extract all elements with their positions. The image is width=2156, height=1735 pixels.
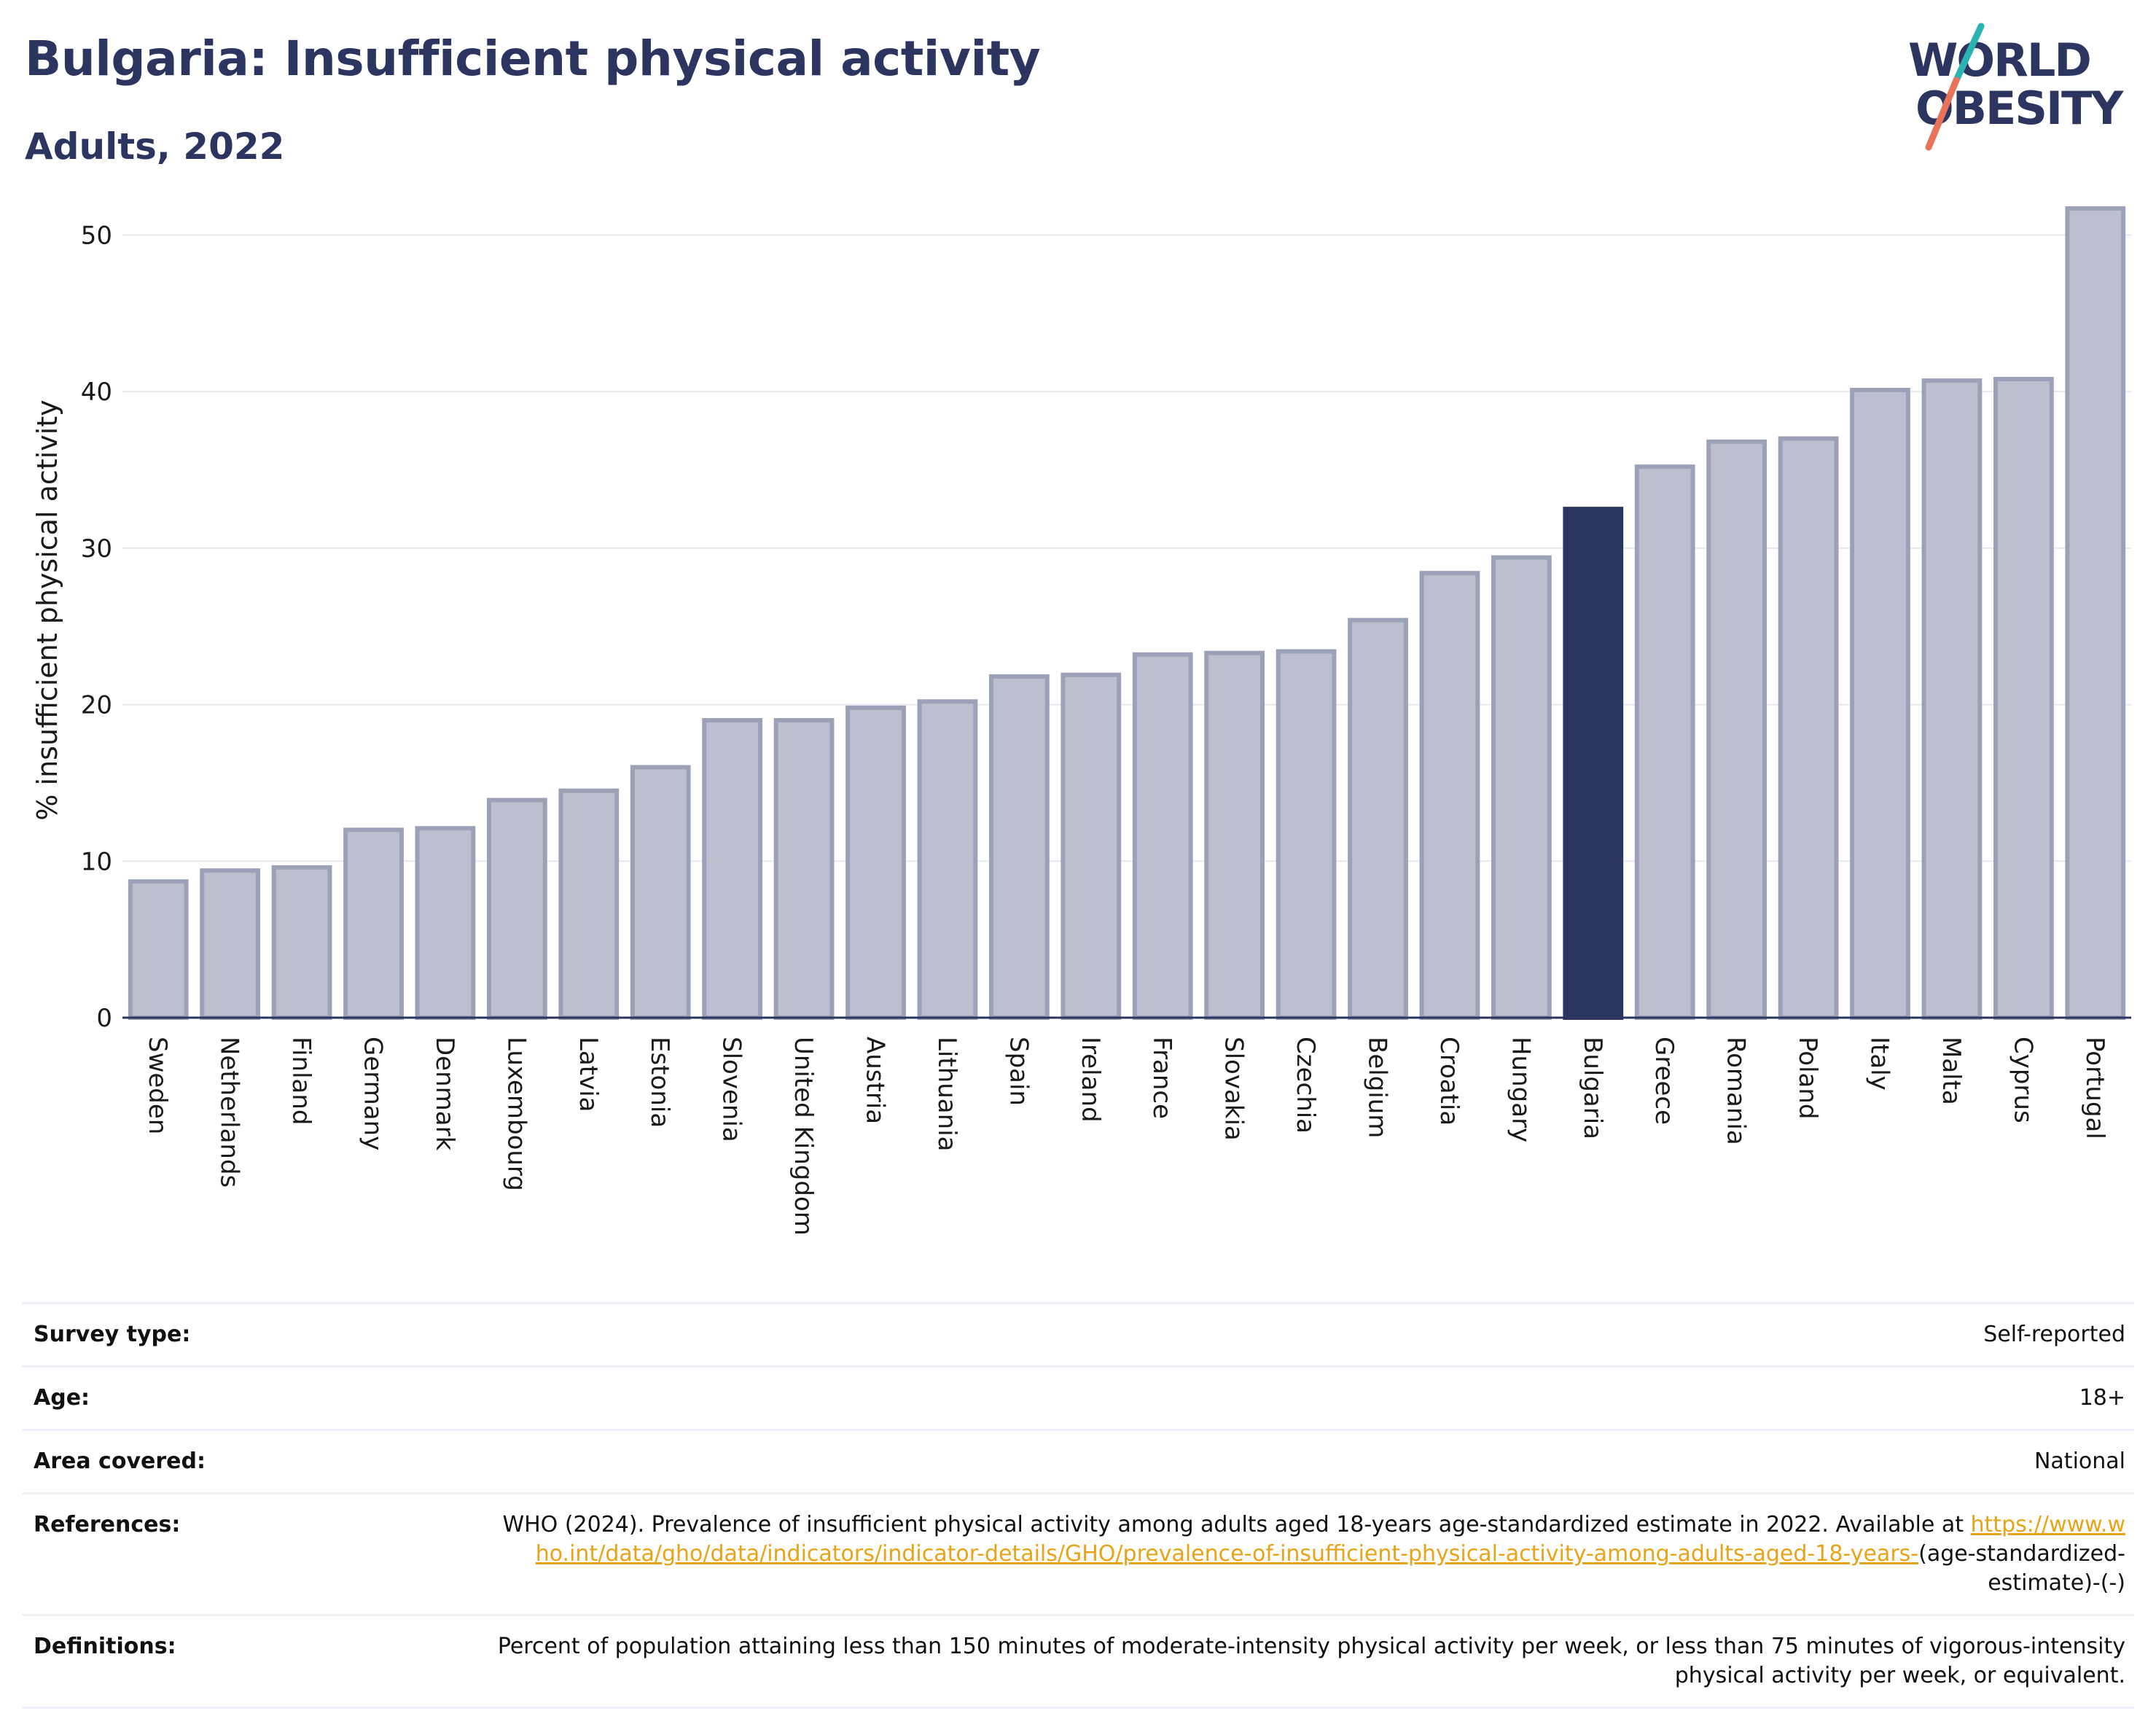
info-row-age: Age: 18+ [22,1365,2134,1430]
bar-denmark [415,826,476,1021]
logo-letters: BESITY [1953,82,2125,135]
y-tick-label: 30 [81,534,112,564]
bar-slovakia [1204,650,1265,1020]
x-tick-label: Malta [1937,1037,1966,1105]
bar-lithuania [917,699,978,1021]
bar-france [1132,652,1193,1021]
x-tick-label: United Kingdom [789,1037,818,1236]
bar-united-kingdom [773,718,835,1020]
x-tick-label: Poland [1793,1037,1822,1120]
x-tick-label: Finland [286,1037,316,1126]
survey-type-label: Survey type: [22,1302,480,1367]
bar-luxembourg [486,798,547,1021]
references-link[interactable]: https://www.who.int/data/gho/data/indica… [535,1512,2125,1567]
x-tick-label: Slovakia [1219,1037,1249,1141]
bar-malta [1921,378,1983,1020]
y-axis-ticks: 0 10 20 30 40 50 [81,221,112,1033]
bar-spain [988,674,1050,1020]
x-tick-label: Hungary [1506,1037,1535,1142]
y-tick-label: 20 [81,691,112,720]
y-tick-label: 0 [96,1004,112,1033]
bar-croatia [1419,571,1480,1020]
logo-slash-teal [1953,23,1985,84]
logo-letters: RLD [1993,34,2090,87]
info-row-definitions: Definitions: Percent of population attai… [22,1614,2134,1709]
age-value: 18+ [480,1365,2134,1430]
x-tick-label: Sweden [143,1037,172,1134]
bar-cyprus [1993,376,2054,1020]
info-row-survey-type: Survey type: Self-reported [22,1302,2134,1367]
logo-letters: W [1908,34,1957,87]
bar-poland [1778,436,1839,1020]
x-tick-label: Luxembourg [501,1037,531,1191]
y-tick-label: 10 [81,847,112,876]
bar-chart: 0 10 20 30 40 50 Sweden Netherlands Finland Germ… [31,206,2131,1236]
page-title: Bulgaria: Insufficient physical activity [25,31,1041,87]
x-tick-label: Ireland [1076,1037,1105,1123]
x-tick-label: Latvia [574,1037,603,1112]
survey-type-value: Self-reported [480,1302,2134,1367]
references-text: WHO (2024). Prevalence of insufficient p… [502,1512,1964,1537]
references-suffix: (age-standardized-estimate)-(-) [1918,1541,2125,1596]
references-value: WHO (2024). Prevalence of insufficient p… [480,1492,2134,1615]
bar-romania [1706,439,1768,1020]
definitions-value: Percent of population attaining less tha… [480,1614,2134,1709]
bar-italy [1850,387,1910,1020]
definitions-label: Definitions: [22,1614,480,1709]
area-label: Area covered: [22,1429,480,1494]
x-tick-label: Portugal [2080,1037,2109,1139]
bar-belgium [1348,617,1408,1020]
y-tick-label: 40 [81,378,112,407]
area-value: National [480,1429,2134,1494]
x-tick-label: Italy [1865,1037,1894,1091]
x-tick-label: Denmark [430,1037,459,1151]
info-row-references: References: WHO (2024). Prevalence of in… [22,1492,2134,1615]
x-tick-label: Greece [1649,1037,1679,1125]
bar-latvia [558,788,620,1021]
x-tick-label: Slovenia [717,1037,746,1142]
info-row-area: Area covered: National [22,1429,2134,1494]
y-axis-title: % insufficient physical activity [31,399,63,820]
x-tick-label: Romania [1722,1037,1751,1145]
x-tick-label: Belgium [1363,1037,1392,1138]
bar-ireland [1061,672,1122,1021]
bar-slovenia [702,718,763,1020]
bar-sweden [128,879,189,1020]
x-tick-label: Germany [359,1037,388,1150]
x-tick-label: Cyprus [2008,1037,2037,1123]
x-tick-label: Lithuania [932,1037,961,1151]
references-label: References: [22,1492,480,1615]
x-tick-label: France [1147,1037,1176,1119]
bar-czechia [1276,649,1337,1020]
x-tick-label: Estonia [645,1037,674,1128]
info-table: Survey type: Self-reported Age: 18+ Area… [22,1302,2134,1709]
x-tick-label: Bulgaria [1578,1037,1607,1139]
x-tick-label: Croatia [1434,1037,1464,1126]
bar-netherlands [200,868,261,1020]
bar-finland [271,865,332,1020]
age-label: Age: [22,1365,480,1430]
x-tick-label: Austria [861,1037,890,1124]
page-subtitle: Adults, 2022 [25,125,285,168]
bar-austria [845,705,906,1020]
bar-greece [1634,464,1695,1020]
bars [128,206,2126,1021]
world-obesity-logo: WORLD OBESITY [1908,23,2125,151]
bar-portugal [2065,206,2126,1020]
bar-bulgaria [1563,507,1624,1020]
x-tick-label: Czechia [1291,1037,1320,1134]
y-tick-label: 50 [81,221,112,250]
bar-hungary [1491,555,1552,1020]
logo-slash-coral [1925,77,1960,151]
x-axis-labels: Sweden Netherlands Finland Germany Denmark Lu… [143,1037,2109,1236]
x-tick-label: Spain [1004,1037,1033,1106]
bar-estonia [630,765,691,1021]
x-tick-label: Netherlands [215,1037,244,1188]
bar-germany [343,827,404,1020]
